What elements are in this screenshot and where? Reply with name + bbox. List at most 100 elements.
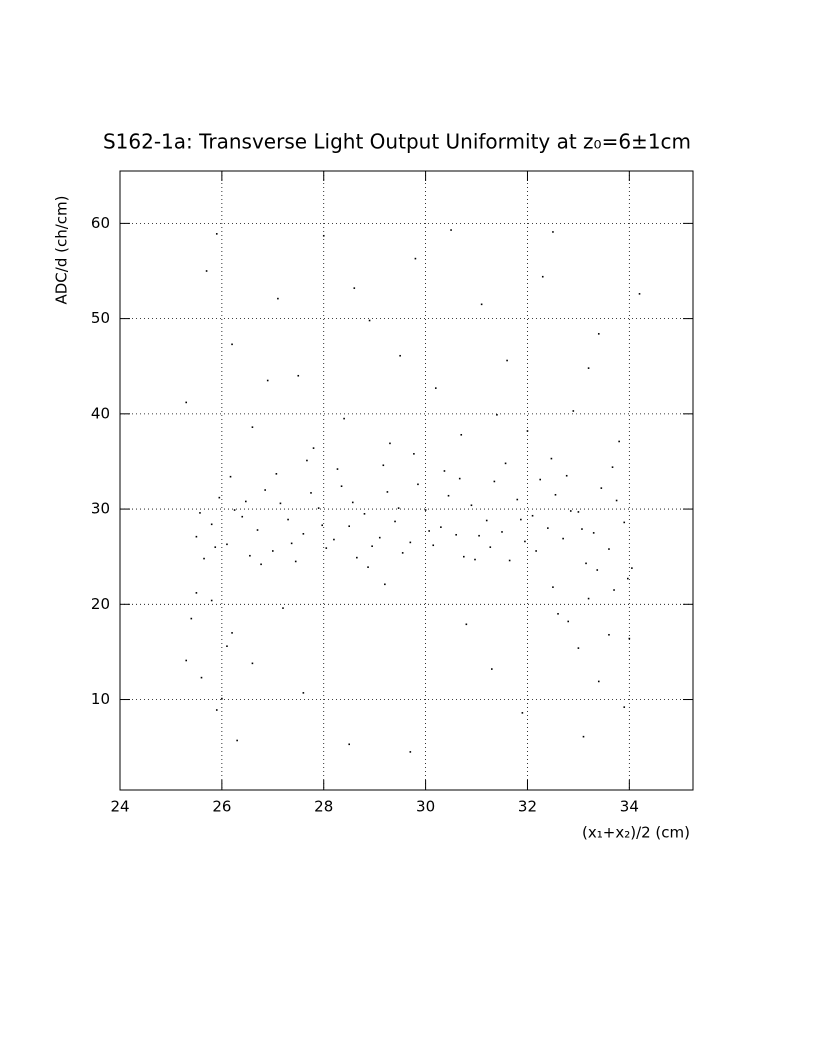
point: [608, 548, 610, 550]
point: [557, 613, 559, 615]
point: [210, 599, 213, 602]
point: [496, 413, 498, 416]
point: [229, 475, 232, 478]
point: [317, 507, 320, 509]
point: [231, 632, 233, 634]
point: [321, 524, 324, 527]
point: [480, 303, 483, 306]
point: [241, 515, 244, 518]
point: [611, 466, 614, 468]
point: [306, 459, 308, 462]
point: [547, 527, 549, 529]
point: [367, 566, 369, 568]
point: [264, 489, 266, 491]
point: [260, 563, 262, 566]
point: [627, 577, 629, 580]
point: [215, 233, 218, 235]
point: [409, 541, 412, 544]
chart-title: S162-1a: Transverse Light Output Uniform…: [103, 130, 691, 154]
point: [628, 637, 631, 640]
point: [638, 293, 641, 295]
point: [531, 514, 534, 517]
x-tick-label: 26: [212, 798, 231, 816]
point: [413, 453, 415, 455]
point: [226, 543, 228, 546]
point: [340, 485, 343, 488]
point: [440, 526, 442, 528]
point: [585, 562, 587, 565]
point: [526, 430, 529, 432]
x-tick-label: 32: [518, 798, 537, 816]
point: [597, 680, 600, 683]
point: [618, 440, 620, 443]
point: [245, 500, 247, 503]
point: [613, 589, 615, 591]
point: [203, 557, 205, 560]
point: [516, 498, 519, 501]
point: [190, 617, 193, 620]
point: [506, 359, 508, 362]
point: [597, 333, 600, 335]
point: [417, 483, 419, 486]
y-tick-label: 20: [91, 595, 110, 613]
point: [572, 410, 575, 412]
point: [535, 550, 537, 552]
point: [231, 343, 233, 346]
point: [214, 546, 217, 548]
point: [615, 499, 618, 502]
x-tick-label: 34: [620, 798, 639, 816]
point: [463, 555, 465, 558]
point: [550, 457, 553, 460]
point: [493, 480, 496, 483]
x-tick-label: 24: [110, 798, 129, 816]
plot-frame: [119, 170, 694, 791]
point: [470, 504, 473, 507]
point: [236, 739, 238, 742]
point: [554, 493, 557, 496]
point: [290, 542, 293, 545]
point: [333, 538, 335, 541]
point: [428, 530, 430, 532]
point: [363, 513, 366, 515]
point: [491, 668, 493, 670]
point: [567, 620, 570, 623]
point: [353, 287, 356, 289]
point: [399, 354, 401, 357]
point: [508, 559, 511, 562]
point: [351, 501, 354, 504]
point: [587, 597, 590, 600]
point: [325, 547, 328, 549]
point: [221, 697, 223, 700]
point: [455, 533, 457, 536]
point: [485, 519, 488, 522]
point: [302, 692, 305, 694]
point: [397, 507, 400, 509]
point: [275, 473, 278, 475]
point: [322, 234, 325, 237]
point: [195, 535, 198, 538]
point: [205, 270, 208, 272]
point: [297, 374, 300, 377]
point: [409, 751, 412, 753]
point: [287, 518, 289, 521]
point: [371, 545, 373, 548]
point: [520, 518, 522, 521]
point: [600, 487, 603, 489]
point: [521, 712, 524, 714]
point: [199, 512, 201, 514]
point: [577, 511, 580, 513]
point: [251, 426, 254, 428]
point: [474, 558, 476, 561]
point: [447, 494, 450, 497]
y-tick-label: 40: [91, 404, 110, 422]
point: [458, 477, 461, 480]
point: [631, 567, 633, 569]
point: [562, 537, 564, 540]
point: [450, 229, 452, 231]
point: [504, 462, 507, 465]
point: [565, 474, 568, 477]
point: [368, 319, 371, 322]
point: [348, 525, 350, 528]
point: [382, 464, 385, 467]
point: [185, 401, 188, 404]
